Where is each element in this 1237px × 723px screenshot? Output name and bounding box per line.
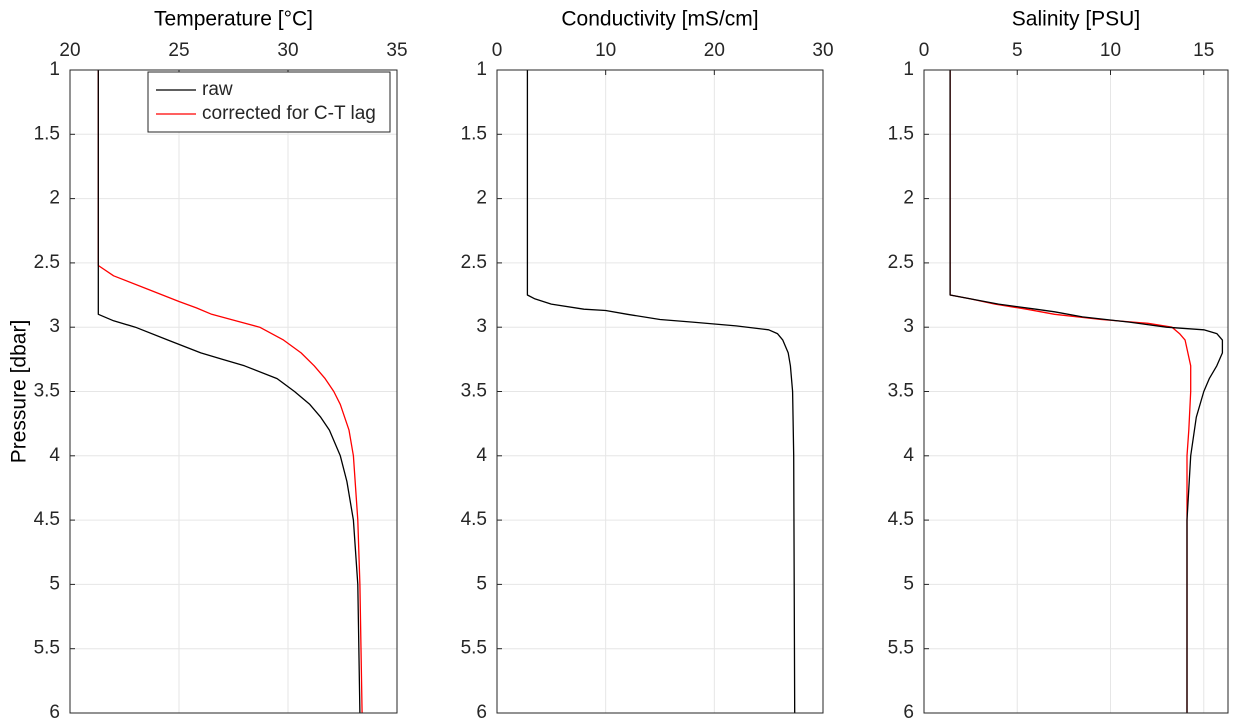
y-tick-label: 5.5 [888,638,914,659]
chart-title: Conductivity [mS/cm] [561,8,758,31]
x-tick-label: 20 [59,40,80,61]
y-tick-label: 3 [903,316,914,337]
y-tick-label: 6 [49,702,60,723]
y-tick-label: 5.5 [34,638,60,659]
y-tick-label: 2.5 [461,252,487,273]
axes-box [69,69,398,714]
legend: raw corrected for C-T lag [147,71,391,133]
y-tick-label: 2.5 [888,252,914,273]
legend-label: corrected for C-T lag [202,103,376,124]
y-tick-label: 2 [476,188,487,209]
x-tick-label: 0 [492,40,503,61]
x-tick-label: 30 [812,40,833,61]
y-tick-label: 2 [49,188,60,209]
x-tick-label: 30 [277,40,298,61]
y-tick-label: 5 [903,573,914,594]
data-line [97,70,363,714]
x-tick-label: 5 [1012,40,1023,61]
x-tick-label: 0 [919,40,930,61]
y-tick-label: 3.5 [888,381,914,402]
x-tick-label: 10 [595,40,616,61]
y-tick-label: 4 [903,445,914,466]
y-tick-label: 3.5 [461,381,487,402]
y-tick-label: 4 [49,445,60,466]
axes-box [923,69,1229,714]
y-tick-label: 1.5 [888,123,914,144]
y-tick-label: 5 [476,573,487,594]
y-tick-label: 4.5 [888,509,914,530]
data-line [526,70,796,714]
data-line [97,70,361,714]
y-tick-label: 1.5 [461,123,487,144]
y-tick-label: 1.5 [34,123,60,144]
y-tick-label: 4 [476,445,487,466]
y-tick-label: 3 [476,316,487,337]
y-tick-label: 3.5 [34,381,60,402]
y-tick-label: 3 [49,316,60,337]
y-tick-label: 2 [903,188,914,209]
y-tick-label: 1 [476,59,487,80]
y-tick-label: 1 [49,59,60,80]
chart-title: Temperature [°C] [154,8,313,31]
y-axis-label: Pressure [dbar] [8,320,31,464]
chart-title: Salinity [PSU] [1012,8,1140,31]
y-tick-label: 4.5 [461,509,487,530]
x-tick-label: 10 [1100,40,1121,61]
x-tick-label: 25 [168,40,189,61]
y-tick-label: 5.5 [461,638,487,659]
x-tick-label: 20 [704,40,725,61]
y-tick-label: 4.5 [34,509,60,530]
y-tick-label: 1 [903,59,914,80]
y-tick-label: 2.5 [34,252,60,273]
legend-label: raw [202,79,233,100]
data-line [949,70,1224,713]
y-tick-label: 6 [903,702,914,723]
y-tick-label: 6 [476,702,487,723]
y-tick-label: 5 [49,573,60,594]
x-tick-label: 15 [1193,40,1214,61]
x-tick-label: 35 [386,40,407,61]
legend-box [147,71,391,133]
axes-box [496,69,824,714]
